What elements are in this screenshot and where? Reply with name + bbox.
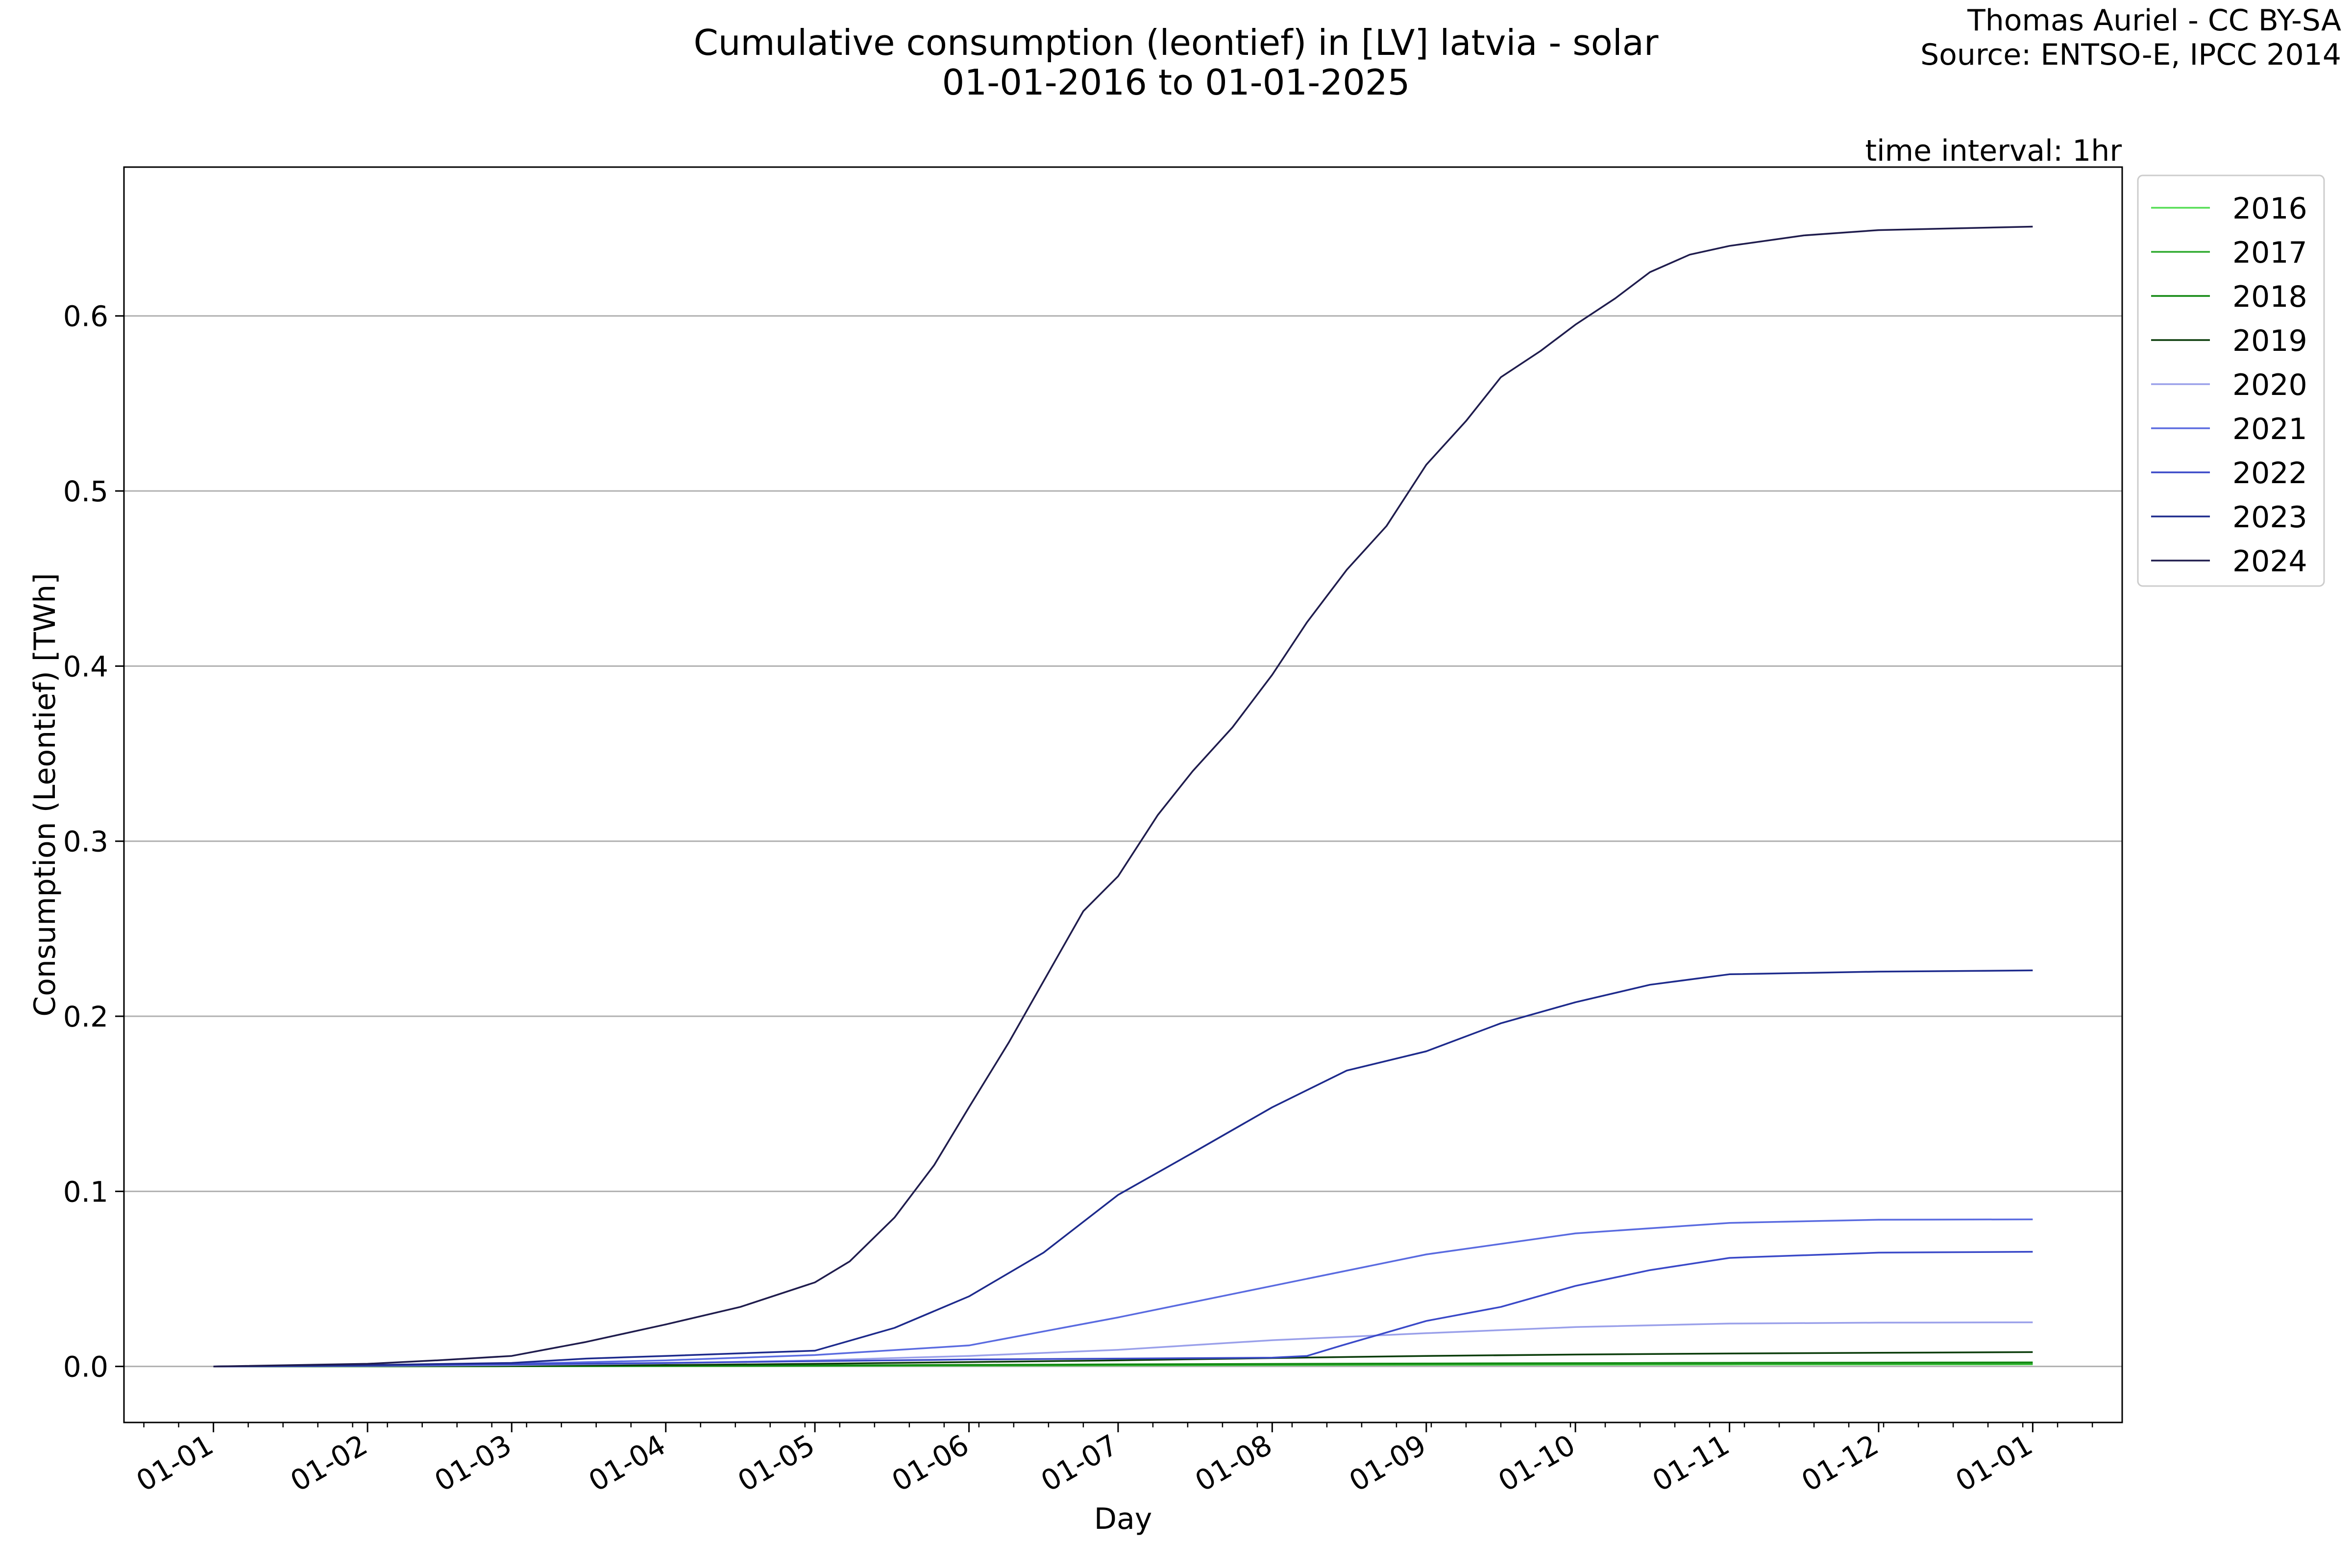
series-line-2022 [213,1250,2033,1368]
y-tick-label: 0.5 [63,475,108,508]
x-tick-label: 01-09 [1344,1428,1432,1498]
x-tick-label: 01-06 [886,1428,975,1498]
x-tick-label: 01-01 [1950,1428,2038,1498]
y-tick-label: 0.0 [63,1350,108,1384]
x-tick-label: 01-02 [285,1428,373,1498]
series-line-2021 [213,1218,2033,1368]
legend-label-2021: 2021 [2232,412,2307,446]
legend-label-2023: 2023 [2232,500,2307,535]
y-tick-label: 0.6 [63,300,108,333]
series-line-2024 [213,225,2033,1368]
plot-frame [123,166,2123,1423]
chart-subtitle: 01-01-2016 to 01-01-2025 [942,62,1410,103]
y-gridlines [124,315,2122,1368]
series-line-2023 [213,969,2033,1368]
legend-label-2017: 2017 [2232,236,2307,270]
y-tick-label: 0.1 [63,1175,108,1208]
x-tick-label: 01-08 [1189,1428,1277,1498]
x-axis: 01-01 01-02 01-03 01-04 01-05 01-06 01-07 01-08… [131,1422,2093,1498]
legend-label-2022: 2022 [2232,456,2307,490]
legend-frame [2137,174,2325,587]
chart-title: Cumulative consumption (leontief) in [LV… [694,22,1659,63]
x-tick-label: 01-10 [1493,1428,1581,1498]
legend-label-2020: 2020 [2232,368,2307,402]
x-tick-label: 01-01 [131,1428,219,1498]
x-tick-label: 01-03 [429,1428,517,1498]
credit-author: Thomas Auriel - CC BY-SA [1967,3,2341,38]
x-tick-label: 01-05 [732,1428,820,1498]
legend-label-2016: 2016 [2232,192,2307,226]
credit-source: Source: ENTSO-E, IPCC 2014 [1920,38,2341,72]
legend-label-2018: 2018 [2232,280,2307,314]
legend: 2016 2017 2018 2019 2020 2021 2022 2023 2024 [2137,174,2325,587]
x-tick-label: 01-12 [1796,1428,1884,1498]
y-tick-label: 0.3 [63,825,108,858]
y-axis: 0.0 0.1 0.2 0.3 0.4 0.5 0.6 [63,300,124,1384]
y-tick-label: 0.2 [63,1000,108,1033]
legend-label-2024: 2024 [2232,544,2307,579]
legend-label-2019: 2019 [2232,324,2307,358]
y-axis-label: Consumption (Leontief) [TWh] [28,573,62,1016]
series-line-2019 [213,1351,2033,1368]
x-axis-label: Day [1094,1502,1152,1536]
series-lines [213,225,2033,1368]
y-tick-label: 0.4 [63,650,108,683]
x-tick-label: 01-11 [1647,1428,1735,1498]
x-tick-label: 01-07 [1035,1428,1124,1498]
x-tick-label: 01-04 [583,1428,671,1498]
time-interval-annotation: time interval: 1hr [1865,134,2122,168]
